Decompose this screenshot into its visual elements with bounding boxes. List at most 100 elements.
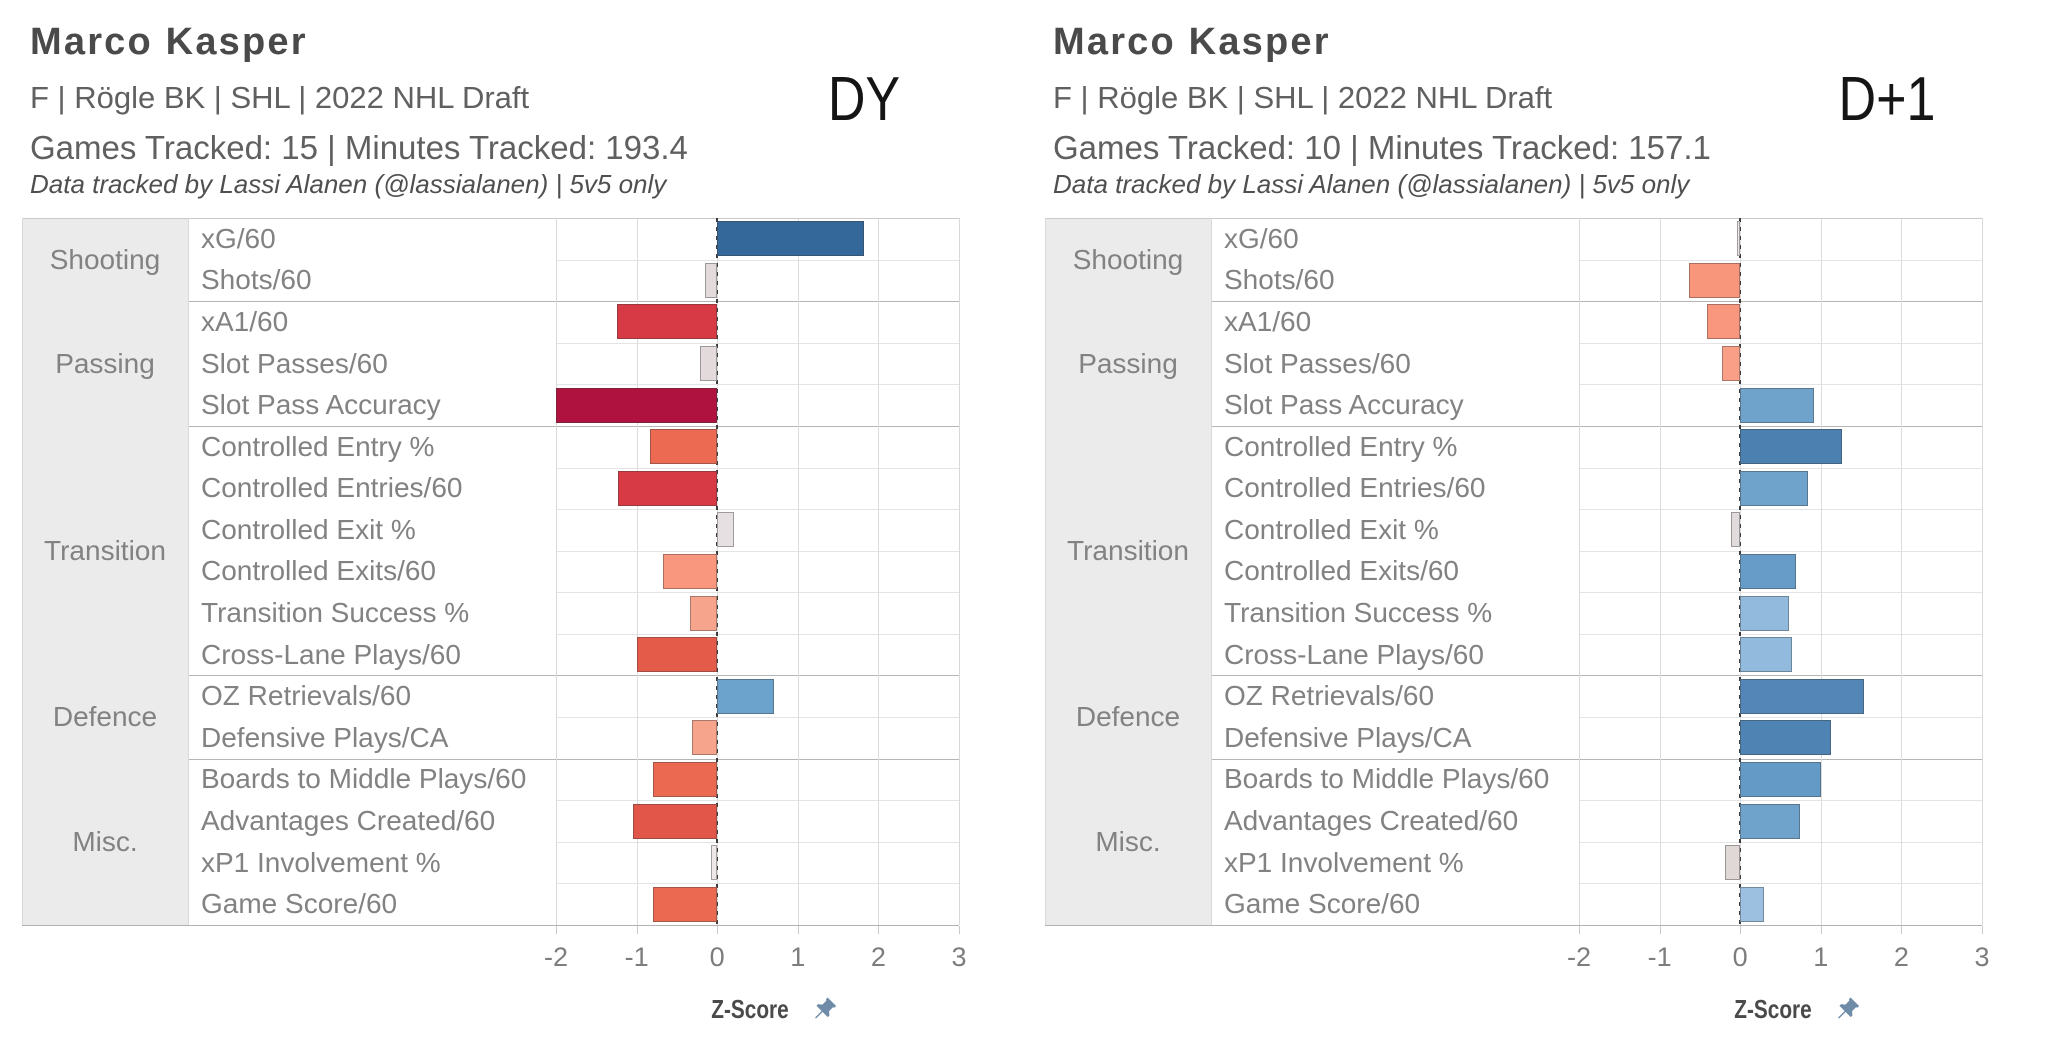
metric-cell: Slot Pass Accuracy	[188, 384, 556, 426]
metric-label: Shots/60	[1224, 264, 1335, 296]
row-gridline	[1579, 717, 1982, 719]
zscore-bar[interactable]	[1740, 387, 1814, 423]
row-gridline	[556, 509, 959, 511]
x-gridline	[1901, 218, 1903, 925]
zscore-bar[interactable]	[1740, 637, 1792, 673]
metric-label: Controlled Entries/60	[201, 472, 463, 504]
metric-cell: Cross-Lane Plays/60	[188, 634, 556, 676]
metric-label: Cross-Lane Plays/60	[201, 638, 461, 670]
zscore-bar[interactable]	[1724, 845, 1741, 881]
row-gridline	[1579, 883, 1982, 885]
zscore-bar[interactable]	[1740, 886, 1764, 922]
x-axis-tick	[1982, 926, 1983, 934]
zscore-bar[interactable]	[689, 595, 718, 631]
zscore-bar[interactable]	[663, 554, 718, 589]
column-divider	[1982, 218, 1983, 925]
row-gridline	[1579, 550, 1982, 552]
metric-cell: OZ Retrievals/60	[188, 675, 556, 717]
zscore-bar[interactable]	[556, 387, 718, 423]
column-divider	[1579, 218, 1580, 925]
zscore-bar[interactable]	[1740, 554, 1796, 589]
group-label: Misc.	[72, 825, 138, 857]
group-label: Passing	[1078, 347, 1178, 379]
zscore-bar[interactable]	[1731, 512, 1741, 548]
zscore-bar[interactable]	[710, 845, 718, 881]
x-axis-title-group: Z-Score	[1725, 995, 1862, 1022]
zscore-bar[interactable]	[1740, 720, 1832, 756]
x-gridline	[878, 218, 880, 925]
zscore-bar[interactable]	[1736, 221, 1741, 257]
zscore-bar[interactable]	[652, 886, 718, 922]
x-axis-tick-label: 3	[951, 942, 967, 972]
table-border-leftline	[22, 218, 23, 925]
zscore-bar[interactable]	[1740, 803, 1800, 839]
metric-label: Transition Success %	[201, 597, 470, 629]
metric-label: Slot Pass Accuracy	[1224, 389, 1464, 421]
zscore-bar[interactable]	[650, 429, 718, 465]
metric-label: xA1/60	[201, 305, 289, 337]
metric-cell: OZ Retrievals/60	[1211, 675, 1579, 717]
player-info-line: F | Rögle BK | SHL | 2022 NHL Draft	[1053, 80, 1553, 115]
zscore-bar[interactable]	[717, 221, 864, 257]
metric-cell: Game Score/60	[1211, 883, 1579, 925]
player-info-line: F | Rögle BK | SHL | 2022 NHL Draft	[30, 80, 530, 115]
metric-label: Slot Passes/60	[201, 347, 388, 379]
zscore-bar[interactable]	[1688, 262, 1741, 298]
zscore-bar[interactable]	[617, 304, 718, 340]
metric-label: xG/60	[201, 222, 276, 254]
zscore-bar[interactable]	[652, 761, 718, 797]
group-separator-line	[1045, 758, 1982, 760]
zscore-bar[interactable]	[692, 720, 718, 756]
data-credit-line: Data tracked by Lassi Alanen (@lassialan…	[30, 169, 667, 199]
row-gridline	[556, 717, 959, 719]
x-axis-tick	[959, 926, 960, 934]
zscore-bar[interactable]	[618, 470, 718, 506]
zscore-bar[interactable]	[705, 262, 718, 298]
zscore-bar[interactable]	[1740, 761, 1821, 797]
zscore-bar[interactable]	[1721, 346, 1741, 382]
metric-label: Cross-Lane Plays/60	[1224, 638, 1484, 670]
x-axis-tick-label: 2	[1893, 942, 1909, 972]
x-gridline	[797, 218, 799, 925]
zscore-bar[interactable]	[1740, 429, 1842, 465]
metric-label: Controlled Exits/60	[201, 555, 437, 587]
group-separator-line	[22, 758, 959, 760]
zscore-bar[interactable]	[717, 678, 774, 714]
metric-label: Defensive Plays/CA	[1224, 721, 1472, 753]
metric-label: Defensive Plays/CA	[201, 721, 449, 753]
row-gridline	[556, 384, 959, 386]
row-gridline	[556, 883, 959, 885]
x-axis-tick	[1820, 926, 1822, 934]
group-separator-line	[22, 425, 959, 427]
zscore-bar[interactable]	[717, 512, 735, 548]
metric-cell: xA1/60	[188, 301, 556, 343]
player-chart-panel-dy: Marco Kasper F | Rögle BK | SHL | 2022 N…	[22, 0, 967, 1060]
zscore-bar[interactable]	[1740, 470, 1808, 506]
tracking-stats-line: Games Tracked: 15 | Minutes Tracked: 193…	[30, 129, 688, 166]
zscore-bar[interactable]	[700, 346, 718, 382]
zscore-bar[interactable]	[633, 803, 718, 839]
x-axis-tick-label: -1	[1647, 942, 1672, 972]
group-label: Misc.	[1095, 825, 1161, 857]
zscore-bar[interactable]	[1707, 304, 1741, 340]
x-axis-tick	[1659, 926, 1661, 934]
season-tag: D+1	[1838, 65, 1936, 134]
metric-cell: Controlled Exits/60	[188, 551, 556, 593]
column-divider	[556, 218, 557, 925]
metric-cell: Boards to Middle Plays/60	[188, 759, 556, 801]
metric-label: xP1 Involvement %	[201, 846, 441, 878]
zscore-bar[interactable]	[636, 637, 718, 673]
pin-icon[interactable]	[1834, 995, 1861, 1022]
metric-cell: Transition Success %	[188, 592, 556, 634]
table-border-topline	[1045, 218, 1982, 219]
table-border-topline	[22, 218, 959, 219]
metric-cell: xP1 Involvement %	[1211, 842, 1579, 884]
group-cell-defence: Defence	[1045, 675, 1211, 759]
x-axis-tick-label: 1	[1813, 942, 1829, 972]
zscore-bar[interactable]	[1740, 595, 1790, 631]
group-separator-line	[1045, 675, 1982, 677]
group-cell-transition: Transition	[1045, 425, 1211, 676]
metric-cell: Game Score/60	[188, 883, 556, 925]
pin-icon[interactable]	[811, 995, 838, 1022]
zscore-bar[interactable]	[1740, 678, 1865, 714]
